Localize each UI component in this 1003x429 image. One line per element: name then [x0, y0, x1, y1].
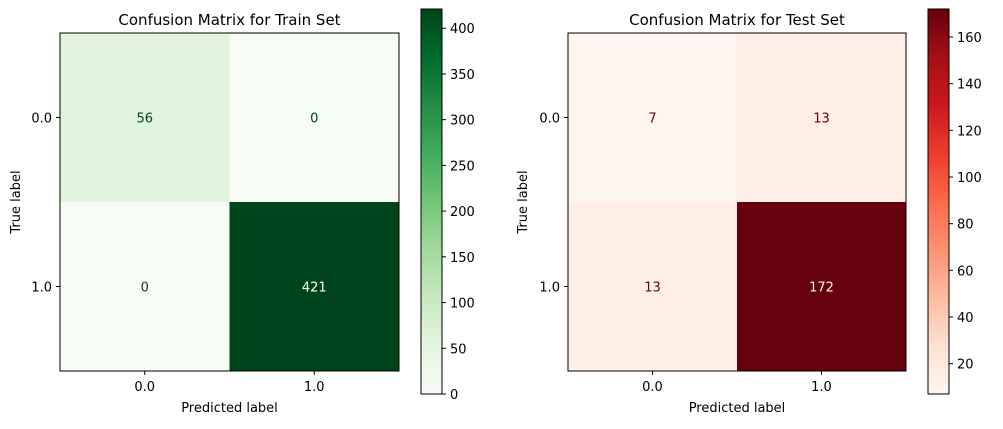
- test-ylabel: True label: [516, 170, 531, 234]
- test-axis-ticks: 0.0 1.0 0.0 1.0: [539, 112, 832, 396]
- train-cell-value-0-0: 56: [136, 112, 153, 127]
- train-xlabel: Predicted label: [181, 401, 278, 416]
- train-colorbar-tick-label-0: 0: [450, 388, 458, 403]
- train-xtick-label-1: 1.0: [304, 380, 325, 395]
- test-colorbar-tick-label-4: 100: [957, 171, 982, 186]
- train-ytick-label-0: 0.0: [31, 112, 52, 127]
- test-colorbar-tick-label-7: 160: [957, 31, 982, 46]
- train-panel: Confusion Matrix for Train Set 56 0 0 421 0…: [9, 8, 475, 416]
- train-cell-value-0-1: 0: [310, 112, 318, 127]
- train-plot-frame: [59, 32, 400, 372]
- train-colorbar-tick-label-6: 300: [450, 114, 475, 129]
- train-xtick-label-0: 0.0: [134, 380, 155, 395]
- train-colorbar: 0 50 100 150 200 250 300 350 400: [420, 8, 475, 403]
- train-ytick-label-1: 1.0: [31, 281, 52, 296]
- train-colorbar-frame: [420, 8, 443, 395]
- test-colorbar: 20 40 60 80 100 120 140 160: [927, 8, 982, 395]
- train-title: Confusion Matrix for Train Set: [118, 11, 340, 29]
- test-cell-0-1: [737, 33, 906, 202]
- train-heatmap-cells: [60, 33, 399, 371]
- train-ylabel: True label: [9, 170, 24, 234]
- train-colorbar-tick-label-1: 50: [450, 342, 467, 357]
- train-cell-labels: 56 0 0 421: [136, 112, 326, 296]
- test-title: Confusion Matrix for Test Set: [629, 11, 845, 29]
- test-cell-1-1: [737, 202, 906, 371]
- test-cell-labels: 7 13 13 172: [644, 112, 834, 296]
- test-cell-1-0: [568, 202, 737, 371]
- train-cell-1-1: [229, 202, 399, 371]
- test-colorbar-tick-label-3: 80: [957, 218, 974, 233]
- test-panel: Confusion Matrix for Test Set 7 13 13 172 0…: [516, 8, 982, 416]
- test-colorbar-gradient: [928, 9, 949, 394]
- test-colorbar-tick-label-5: 120: [957, 124, 982, 139]
- test-colorbar-tick-label-2: 60: [957, 264, 974, 279]
- train-cell-0-0: [60, 33, 230, 202]
- test-cell-0-0: [568, 33, 737, 202]
- train-colorbar-tick-label-8: 400: [450, 22, 475, 37]
- test-colorbar-tick-label-6: 140: [957, 78, 982, 93]
- test-cell-value-1-1: 172: [809, 281, 834, 296]
- train-cell-value-1-0: 0: [141, 281, 149, 296]
- test-ytick-label-1: 1.0: [539, 281, 560, 296]
- test-xtick-label-0: 0.0: [642, 380, 663, 395]
- test-xlabel: Predicted label: [689, 401, 786, 416]
- train-colorbar-tick-label-7: 350: [450, 68, 475, 83]
- test-cell-value-1-0: 13: [644, 281, 661, 296]
- train-axis-ticks: 0.0 1.0 0.0 1.0: [31, 112, 324, 396]
- train-cell-0-1: [229, 33, 399, 202]
- test-plot-frame: [567, 32, 907, 372]
- train-cell-1-0: [60, 202, 230, 371]
- test-colorbar-tick-label-0: 20: [957, 358, 974, 373]
- train-colorbar-tick-label-5: 250: [450, 159, 475, 174]
- test-xtick-label-1: 1.0: [811, 380, 832, 395]
- train-cell-value-1-1: 421: [302, 281, 327, 296]
- test-colorbar-tick-label-1: 40: [957, 311, 974, 326]
- test-cell-value-0-1: 13: [813, 112, 830, 127]
- test-cell-value-0-0: 7: [648, 112, 656, 127]
- train-colorbar-tick-label-3: 150: [450, 251, 475, 266]
- train-colorbar-tick-label-4: 200: [450, 205, 475, 220]
- train-colorbar-gradient: [421, 9, 442, 394]
- test-colorbar-frame: [927, 8, 950, 395]
- train-colorbar-tick-label-2: 100: [450, 297, 475, 312]
- test-heatmap-cells: [568, 33, 906, 371]
- test-ytick-label-0: 0.0: [539, 112, 560, 127]
